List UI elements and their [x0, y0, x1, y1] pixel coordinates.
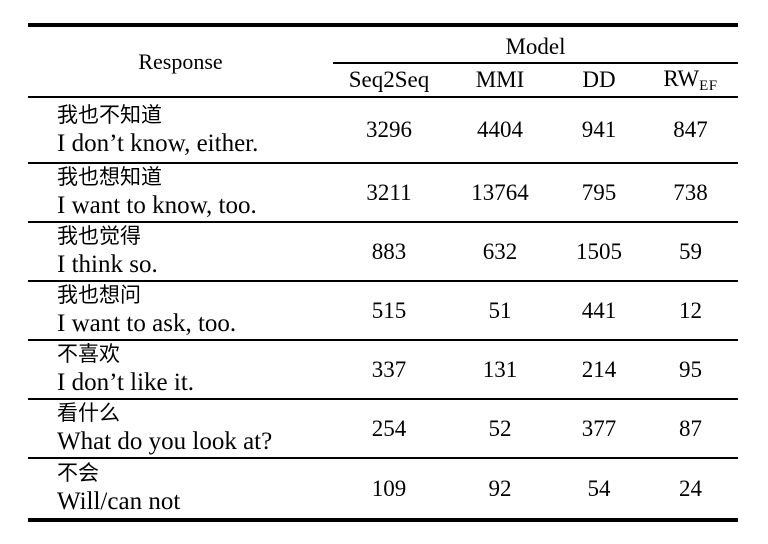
- response-english: I think so.: [57, 251, 158, 278]
- response-chinese: 我也觉得: [57, 224, 141, 248]
- response-english: Will/can not: [57, 488, 181, 515]
- response-english: I don’t like it.: [57, 369, 195, 396]
- table-row: 我也想知道 I want to know, too. 3211 13764 79…: [28, 163, 738, 223]
- count-seq2seq: 515: [333, 281, 445, 341]
- count-seq2seq: 109: [333, 458, 445, 521]
- response-chinese: 我也想问: [57, 283, 141, 307]
- response-cell: 我也不知道 I don’t know, either.: [28, 97, 333, 164]
- response-chinese: 我也不知道: [57, 102, 162, 127]
- count-mmi: 4404: [445, 97, 555, 164]
- count-mmi: 92: [445, 458, 555, 521]
- response-cell: 不会 Will/can not: [28, 458, 333, 521]
- count-rwef: 24: [643, 458, 738, 521]
- count-dd: 941: [555, 97, 643, 164]
- response-chinese: 看什么: [57, 401, 120, 425]
- count-dd: 377: [555, 399, 643, 459]
- response-cell: 看什么 What do you look at?: [28, 399, 333, 459]
- count-mmi: 52: [445, 399, 555, 459]
- response-english: I don’t know, either.: [57, 129, 259, 157]
- response-cell: 我也想问 I want to ask, too.: [28, 281, 333, 341]
- table-row: 不会 Will/can not 109 92 54 24: [28, 458, 738, 521]
- rw-subscript: EF: [699, 77, 718, 94]
- count-rwef: 847: [643, 97, 738, 164]
- table-row: 我也想问 I want to ask, too. 515 51 441 12: [28, 281, 738, 341]
- count-seq2seq: 3296: [333, 97, 445, 164]
- response-chinese: 不会: [57, 461, 99, 485]
- column-header-rwef: RWEF: [643, 62, 738, 98]
- count-mmi: 51: [445, 281, 555, 341]
- response-english: I want to know, too.: [57, 192, 257, 219]
- count-rwef: 12: [643, 281, 738, 341]
- response-column-header: Response: [28, 25, 333, 98]
- count-dd: 54: [555, 458, 643, 521]
- response-chinese: 不喜欢: [57, 342, 120, 366]
- count-mmi: 632: [445, 222, 555, 282]
- model-group-header: Model: [505, 34, 566, 59]
- header-row-model-group: Response Model: [28, 25, 738, 98]
- results-table-container: Response Model Seq2Seq MMI DD RWEF 我也不知道…: [28, 23, 738, 522]
- response-cell: 我也觉得 I think so.: [28, 222, 333, 282]
- rw-label: RW: [663, 65, 700, 91]
- count-seq2seq: 883: [333, 222, 445, 282]
- column-header-seq2seq: Seq2Seq: [333, 62, 445, 98]
- table-row: 看什么 What do you look at? 254 52 377 87: [28, 399, 738, 459]
- count-rwef: 87: [643, 399, 738, 459]
- count-seq2seq: 337: [333, 340, 445, 400]
- results-table: Response Model Seq2Seq MMI DD RWEF 我也不知道…: [28, 23, 738, 522]
- count-rwef: 59: [643, 222, 738, 282]
- response-english: I want to ask, too.: [57, 310, 237, 337]
- response-chinese: 我也想知道: [57, 165, 162, 189]
- header-row-columns: Seq2Seq MMI DD RWEF: [28, 62, 738, 98]
- count-seq2seq: 3211: [333, 163, 445, 223]
- column-header-mmi: MMI: [445, 62, 555, 98]
- count-mmi: 13764: [445, 163, 555, 223]
- table-row: 我也觉得 I think so. 883 632 1505 59: [28, 222, 738, 282]
- column-header-dd: DD: [555, 62, 643, 98]
- response-cell: 我也想知道 I want to know, too.: [28, 163, 333, 223]
- response-english: What do you look at?: [57, 428, 273, 455]
- table-row: 不喜欢 I don’t like it. 337 131 214 95: [28, 340, 738, 400]
- count-mmi: 131: [445, 340, 555, 400]
- count-rwef: 95: [643, 340, 738, 400]
- count-dd: 1505: [555, 222, 643, 282]
- count-dd: 795: [555, 163, 643, 223]
- response-cell: 不喜欢 I don’t like it.: [28, 340, 333, 400]
- count-dd: 214: [555, 340, 643, 400]
- count-seq2seq: 254: [333, 399, 445, 459]
- count-dd: 441: [555, 281, 643, 341]
- count-rwef: 738: [643, 163, 738, 223]
- table-row: 我也不知道 I don’t know, either. 3296 4404 94…: [28, 97, 738, 164]
